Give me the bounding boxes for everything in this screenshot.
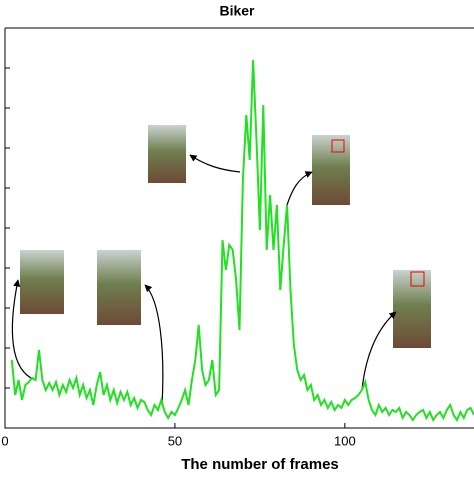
axis-frame [4, 27, 474, 429]
thumbnails [20, 125, 431, 348]
box [331, 139, 345, 153]
thumbnail [20, 250, 64, 314]
arrow [189, 154, 241, 173]
x-tick-label: 50 [168, 433, 182, 448]
arrow [361, 311, 397, 391]
arrows [11, 154, 397, 406]
x-tick-label: 0 [1, 433, 8, 448]
chart-title: Biker [219, 3, 255, 19]
x-tick-label: 100 [334, 433, 356, 448]
box [410, 271, 425, 287]
arrow [286, 171, 313, 206]
data-line [10, 59, 474, 423]
arrow [11, 279, 36, 381]
thumbnail [97, 250, 141, 325]
x-axis-label: The number of frames [181, 456, 339, 473]
arrow [144, 284, 164, 406]
thumbnail [393, 270, 431, 348]
thumbnail [148, 125, 186, 183]
